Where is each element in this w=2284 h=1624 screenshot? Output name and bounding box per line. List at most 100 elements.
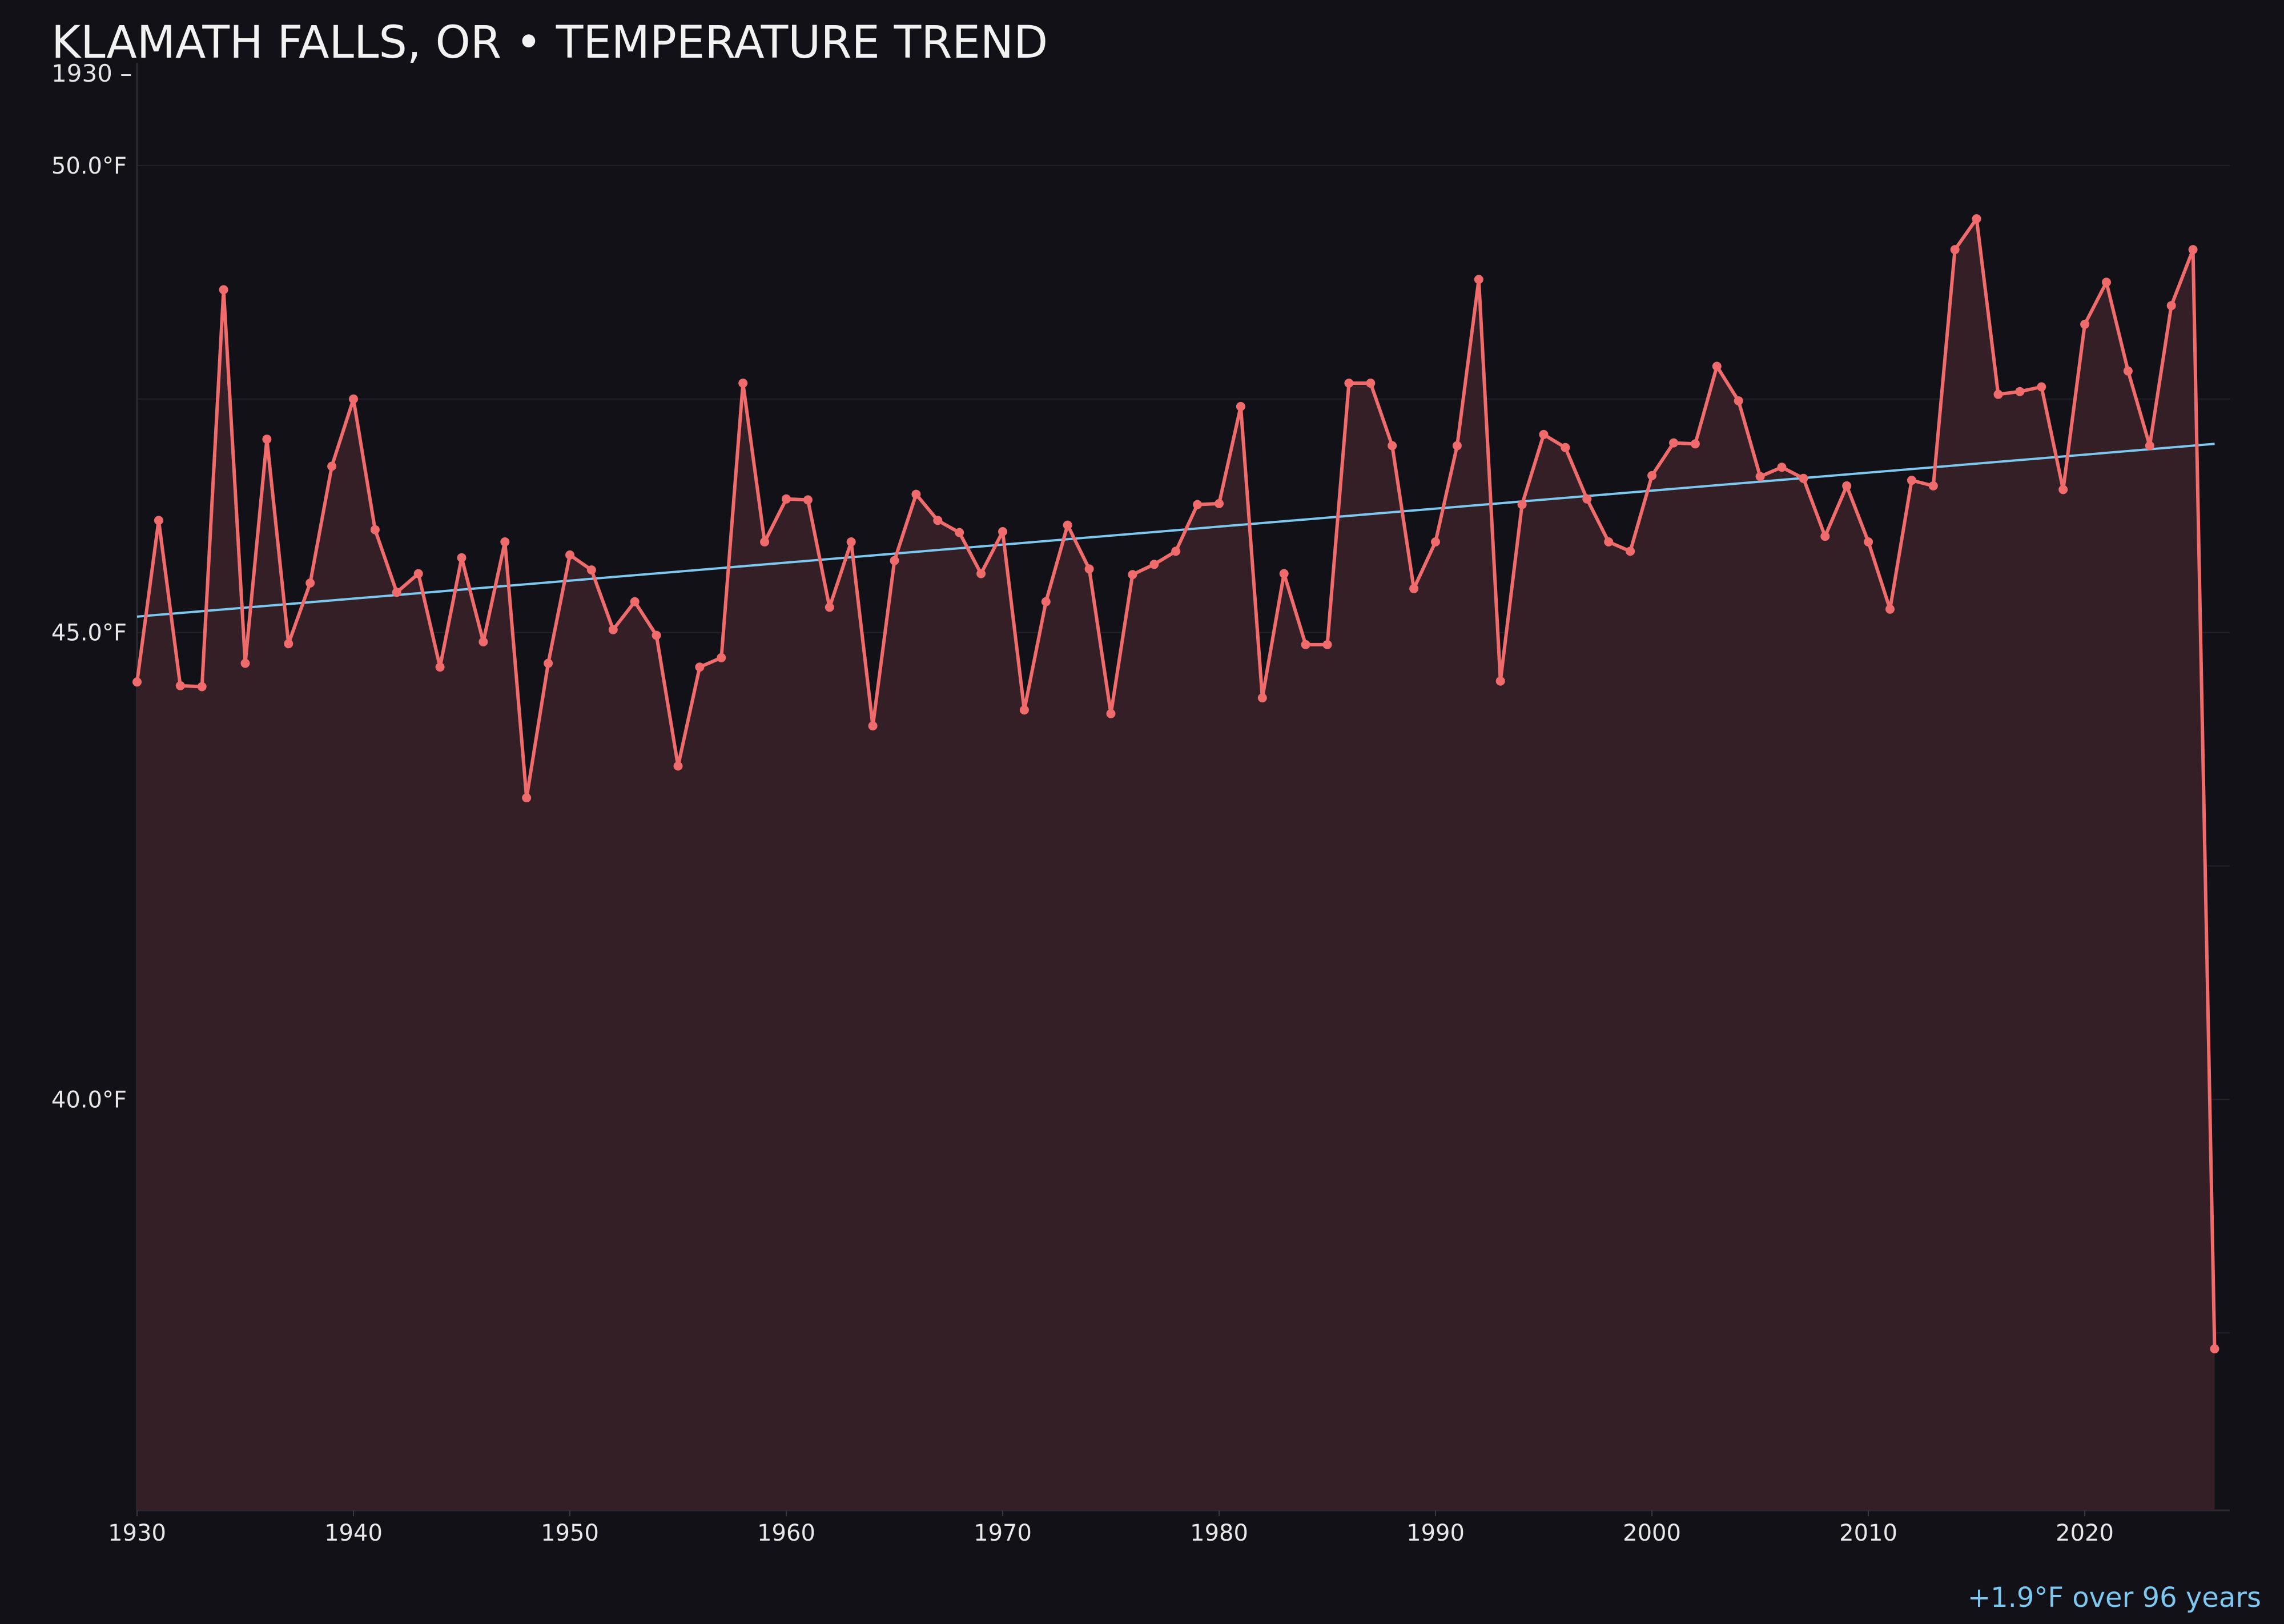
data-point-1993 — [1495, 676, 1505, 686]
x-tick-label: 1930 — [108, 1520, 166, 1546]
data-point-2014 — [1950, 245, 1960, 255]
data-point-2022 — [2123, 366, 2133, 376]
data-point-1988 — [1388, 441, 1397, 451]
data-point-2012 — [1907, 476, 1916, 485]
data-point-1990 — [1431, 537, 1440, 546]
x-tick-label: 2010 — [1839, 1520, 1897, 1546]
data-point-2001 — [1669, 438, 1678, 448]
data-point-2006 — [1777, 463, 1787, 472]
data-point-1943 — [413, 569, 423, 578]
data-point-1931 — [154, 516, 163, 525]
data-point-1934 — [219, 285, 228, 295]
x-tick-label: 2020 — [2056, 1520, 2114, 1546]
x-tick-label: 1960 — [757, 1520, 815, 1546]
x-tick-label: 1950 — [541, 1520, 599, 1546]
x-tick-label: 1980 — [1190, 1520, 1248, 1546]
data-point-1984 — [1301, 640, 1310, 649]
data-point-1965 — [890, 556, 899, 565]
data-point-1981 — [1236, 401, 1245, 411]
data-point-2002 — [1690, 439, 1700, 449]
data-point-1941 — [370, 525, 380, 534]
data-point-1968 — [955, 528, 964, 537]
data-point-2007 — [1799, 473, 1808, 483]
data-point-1951 — [586, 565, 596, 575]
data-point-1937 — [284, 639, 293, 649]
data-point-1944 — [435, 662, 445, 672]
data-point-1954 — [652, 630, 661, 640]
data-point-1975 — [1106, 709, 1116, 718]
data-point-1974 — [1084, 564, 1094, 574]
data-point-1957 — [717, 653, 726, 662]
data-point-2004 — [1734, 396, 1743, 405]
data-point-2020 — [2080, 319, 2090, 329]
data-point-1946 — [478, 637, 488, 646]
data-point-1938 — [305, 578, 315, 588]
y-tick-label: 40.0°F — [51, 1087, 127, 1113]
data-point-2026 — [2210, 1344, 2219, 1354]
data-point-1985 — [1322, 640, 1332, 649]
chart-title: KLAMATH FALLS, OR • TEMPERATURE TREND — [51, 17, 1048, 69]
x-tick-label: 2000 — [1623, 1520, 1681, 1546]
y-tick-label: 45.0°F — [51, 620, 127, 646]
data-point-2024 — [2166, 301, 2176, 311]
data-point-1986 — [1344, 379, 1354, 388]
data-point-1992 — [1474, 275, 1483, 284]
data-point-1947 — [500, 537, 510, 546]
data-point-1945 — [457, 553, 467, 562]
data-point-1997 — [1582, 494, 1592, 504]
trend-line — [136, 443, 2215, 618]
temperature-area — [137, 219, 2215, 1510]
data-point-1966 — [911, 489, 921, 499]
x-tick-label: 1990 — [1406, 1520, 1465, 1546]
data-point-1932 — [175, 681, 185, 690]
data-point-1953 — [630, 597, 640, 606]
data-point-1936 — [262, 435, 272, 444]
data-point-1999 — [1626, 546, 1635, 556]
data-point-1940 — [349, 394, 358, 404]
data-point-1969 — [976, 569, 986, 578]
data-point-1942 — [392, 588, 401, 597]
data-point-1976 — [1128, 570, 1137, 580]
data-point-1939 — [327, 461, 337, 471]
data-point-1972 — [1041, 597, 1051, 606]
data-point-1963 — [846, 537, 856, 546]
data-point-2021 — [2102, 278, 2111, 287]
data-point-1995 — [1539, 429, 1549, 439]
data-point-1955 — [673, 761, 683, 771]
data-point-1935 — [240, 658, 250, 668]
data-point-1982 — [1257, 693, 1267, 703]
data-point-1961 — [803, 495, 813, 505]
data-point-1991 — [1452, 441, 1462, 451]
data-point-2017 — [2015, 387, 2025, 396]
series-layer — [132, 214, 2219, 1510]
data-point-1964 — [868, 721, 878, 731]
trend-annotation: +1.9°F over 96 years — [1967, 1582, 2261, 1614]
data-point-2000 — [1647, 471, 1657, 480]
data-point-1971 — [1019, 705, 1029, 715]
x-tick-label: 1940 — [324, 1520, 383, 1546]
data-point-2003 — [1712, 361, 1722, 371]
x-tick-label: 1970 — [974, 1520, 1032, 1546]
data-point-2009 — [1842, 481, 1852, 491]
data-point-2016 — [1993, 389, 2003, 399]
data-point-2023 — [2145, 441, 2154, 451]
data-point-1998 — [1604, 537, 1614, 546]
data-point-1956 — [695, 662, 705, 672]
data-point-2015 — [1972, 214, 1981, 224]
data-point-2010 — [1864, 537, 1873, 546]
data-point-1958 — [738, 379, 748, 388]
data-point-2019 — [2058, 485, 2068, 495]
data-point-1977 — [1149, 560, 1159, 569]
data-point-1970 — [998, 527, 1007, 536]
data-point-1996 — [1561, 443, 1570, 452]
data-point-1979 — [1193, 500, 1203, 509]
data-point-2005 — [1755, 472, 1765, 481]
y-tick-label: 50.0°F — [51, 153, 127, 179]
data-point-2013 — [1928, 481, 1938, 491]
data-point-1987 — [1366, 379, 1376, 388]
data-point-2025 — [2188, 245, 2198, 255]
tick-labels: 1930 1940 1950 1960 1970 1980 1990 2000 2010 2020… — [51, 153, 2114, 1546]
data-point-1949 — [544, 658, 553, 668]
data-point-1930 — [132, 677, 142, 687]
